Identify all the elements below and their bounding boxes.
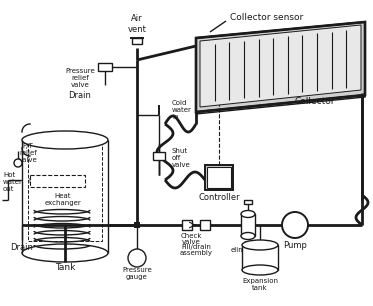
Ellipse shape [241, 211, 255, 218]
Bar [244, 200, 252, 204]
Ellipse shape [242, 240, 278, 250]
Ellipse shape [22, 131, 108, 149]
Text: Pressure
gauge: Pressure gauge [122, 267, 152, 281]
Bar [153, 152, 165, 160]
Text: Heat
exchanger: Heat exchanger [45, 193, 81, 207]
Ellipse shape [22, 244, 108, 262]
Text: Pressure
relief
valve: Pressure relief valve [65, 68, 95, 88]
Bar [241, 214, 255, 236]
Bar [98, 63, 112, 71]
Ellipse shape [242, 265, 278, 275]
Polygon shape [200, 25, 361, 107]
Text: Shut
off
valve: Shut off valve [172, 148, 191, 168]
Text: Fill/drain
assembly: Fill/drain assembly [179, 244, 213, 256]
Text: Cold
water
in: Cold water in [172, 100, 192, 120]
Text: Collector sensor: Collector sensor [230, 13, 303, 23]
Ellipse shape [282, 212, 308, 238]
Text: Tank: Tank [55, 263, 75, 273]
Ellipse shape [128, 249, 146, 267]
Text: Pump: Pump [283, 241, 307, 249]
Bar [205, 165, 233, 190]
Text: Drain: Drain [69, 91, 91, 99]
Ellipse shape [14, 159, 22, 167]
Text: Hot
water
out: Hot water out [3, 172, 23, 192]
Bar [132, 38, 142, 44]
Bar [207, 167, 231, 188]
Text: Element: Element [28, 178, 57, 184]
Ellipse shape [241, 233, 255, 240]
Bar [242, 245, 278, 270]
Bar [28, 143, 102, 241]
Text: Controller: Controller [198, 193, 240, 203]
Bar [182, 220, 192, 230]
Text: Collector: Collector [295, 98, 335, 106]
Text: Drain: Drain [10, 242, 34, 252]
Bar [200, 220, 210, 230]
Polygon shape [196, 89, 365, 114]
Text: Air
eliminator: Air eliminator [230, 241, 266, 253]
Text: Expansion
tank: Expansion tank [242, 278, 278, 290]
Bar [134, 222, 140, 228]
Polygon shape [196, 22, 365, 112]
Text: Check
valve: Check valve [180, 233, 202, 245]
Text: P/T
relief
valve: P/T relief valve [19, 143, 37, 163]
Text: Air
vent: Air vent [128, 14, 147, 34]
Bar [30, 175, 85, 187]
